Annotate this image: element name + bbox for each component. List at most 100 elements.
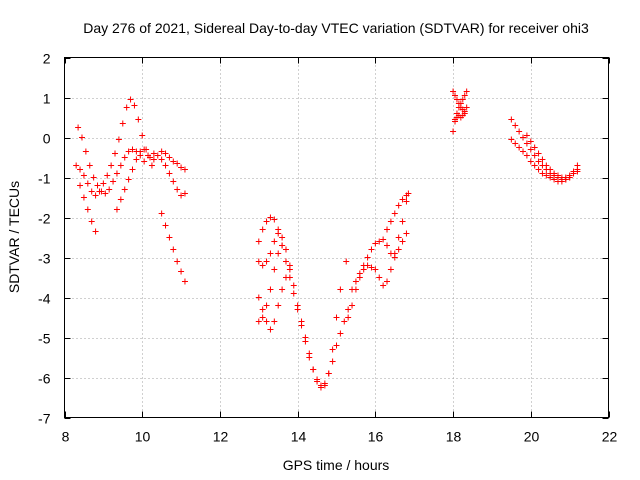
- data-point: [108, 162, 115, 169]
- data-point: [395, 246, 402, 253]
- data-point: [405, 190, 412, 197]
- data-point: [399, 218, 406, 225]
- data-point: [267, 326, 274, 333]
- data-point: [294, 302, 301, 309]
- data-point: [290, 290, 297, 297]
- data-point: [174, 160, 181, 167]
- data-point: [337, 286, 344, 293]
- data-point: [463, 88, 470, 95]
- data-point: [310, 366, 317, 373]
- data-point: [279, 286, 286, 293]
- data-point: [461, 92, 468, 99]
- data-point: [570, 170, 577, 177]
- data-point: [178, 268, 185, 275]
- points-layer: [73, 88, 581, 391]
- data-point: [547, 166, 554, 173]
- data-point: [463, 104, 470, 111]
- data-point: [459, 96, 466, 103]
- data-point: [329, 346, 336, 353]
- data-point: [279, 234, 286, 241]
- series-s10: [255, 230, 289, 269]
- data-point: [527, 146, 534, 153]
- data-point: [461, 110, 468, 117]
- data-point: [148, 162, 155, 169]
- data-point: [88, 188, 95, 195]
- data-point: [127, 96, 134, 103]
- data-point: [345, 306, 352, 313]
- data-point: [391, 254, 398, 261]
- data-point: [395, 234, 402, 241]
- data-point: [158, 148, 165, 155]
- data-point: [535, 158, 542, 165]
- data-point: [119, 120, 126, 127]
- data-point: [543, 172, 550, 179]
- data-point: [104, 172, 111, 179]
- series-s6: [158, 148, 188, 173]
- data-point: [317, 384, 324, 391]
- data-point: [162, 222, 169, 229]
- data-point: [271, 266, 278, 273]
- data-point: [90, 174, 97, 181]
- data-point: [110, 178, 117, 185]
- y-tick-label: -3: [38, 251, 51, 267]
- grid-layer: [64, 57, 609, 418]
- y-tick-label: -2: [38, 211, 51, 227]
- y-axis-label: SDTVAR / TECUs: [6, 181, 22, 293]
- data-point: [562, 174, 569, 181]
- series-s1: [75, 124, 148, 197]
- data-point: [77, 166, 84, 173]
- series-s14: [384, 190, 412, 233]
- x-tick-label: 16: [368, 429, 384, 445]
- data-point: [162, 162, 169, 169]
- x-tick-label: 18: [446, 429, 462, 445]
- data-point: [349, 286, 356, 293]
- data-point: [364, 254, 371, 261]
- data-point: [115, 136, 122, 143]
- data-point: [82, 148, 89, 155]
- data-point: [267, 250, 274, 257]
- data-point: [512, 122, 519, 129]
- data-point: [113, 206, 120, 213]
- data-point: [84, 180, 91, 187]
- data-point: [290, 282, 297, 289]
- data-point: [181, 278, 188, 285]
- data-point: [275, 250, 282, 257]
- data-point: [387, 218, 394, 225]
- data-point: [376, 238, 383, 245]
- data-point: [337, 330, 344, 337]
- data-point: [343, 258, 350, 265]
- data-point: [158, 210, 165, 217]
- series-s4: [113, 146, 155, 213]
- data-point: [113, 170, 120, 177]
- data-point: [543, 162, 550, 169]
- data-point: [551, 176, 558, 183]
- data-point: [131, 102, 138, 109]
- data-point: [368, 264, 375, 271]
- data-point: [306, 350, 313, 357]
- data-point: [166, 154, 173, 161]
- data-point: [395, 202, 402, 209]
- y-tick-label: -4: [38, 291, 51, 307]
- data-point: [150, 156, 157, 163]
- data-point: [356, 270, 363, 277]
- y-tick-label: -1: [38, 171, 51, 187]
- data-point: [129, 166, 136, 173]
- series-s11: [255, 266, 293, 333]
- data-point: [286, 266, 293, 273]
- data-point: [75, 124, 82, 131]
- data-point: [255, 238, 262, 245]
- data-point: [267, 214, 274, 221]
- data-point: [174, 186, 181, 193]
- data-point: [170, 158, 177, 165]
- data-point: [166, 170, 173, 177]
- data-point: [512, 140, 519, 147]
- data-point: [333, 314, 340, 321]
- data-point: [551, 170, 558, 177]
- data-point: [141, 146, 148, 153]
- data-point: [574, 168, 581, 175]
- data-point: [403, 198, 410, 205]
- data-point: [88, 218, 95, 225]
- data-point: [121, 186, 128, 193]
- data-point: [125, 148, 132, 155]
